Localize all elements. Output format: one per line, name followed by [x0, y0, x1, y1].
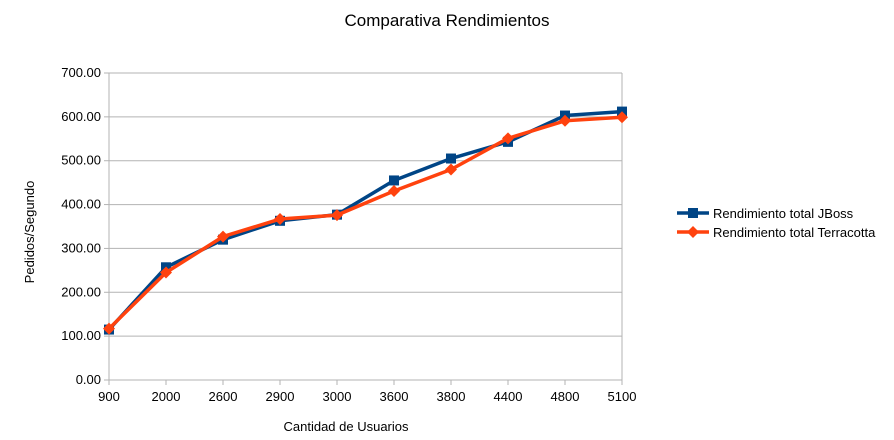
series-line	[107, 109, 623, 331]
y-tick-label: 500.00	[61, 153, 101, 168]
x-tick-label: 2000	[152, 389, 181, 404]
data-point	[502, 132, 514, 145]
data-point	[445, 163, 457, 176]
legend-marker	[687, 226, 699, 238]
x-tick-label: 2900	[266, 389, 295, 404]
y-tick-label: 100.00	[61, 328, 101, 343]
y-tick-label: 200.00	[61, 284, 101, 299]
x-tick-label: 900	[98, 389, 120, 404]
data-point	[274, 213, 286, 226]
data-point	[559, 114, 571, 127]
legend-item-1: Rendimiento total JBoss	[677, 206, 854, 221]
x-tick-label: 3000	[323, 389, 352, 404]
x-tick-label: 5100	[608, 389, 637, 404]
y-tick-label: 600.00	[61, 109, 101, 124]
data-point	[331, 209, 343, 222]
x-tick-label: 4400	[494, 389, 523, 404]
grid-lines	[109, 72, 622, 381]
data-point	[103, 322, 115, 335]
series-2	[103, 111, 628, 335]
axes: 0.00 100.00 200.00 300.00 400.00 500.00 600.00…	[61, 65, 636, 404]
x-tick-label: 3800	[437, 389, 466, 404]
data-point	[616, 111, 628, 124]
legend-marker	[688, 208, 698, 218]
x-axis-title: Cantidad de Usuarios	[283, 419, 409, 434]
x-tick-label: 4800	[551, 389, 580, 404]
x-tick-label: 2600	[209, 389, 238, 404]
data-point	[389, 175, 399, 186]
series-line	[107, 115, 623, 330]
chart-title: Comparativa Rendimientos	[344, 11, 549, 30]
data-point	[388, 184, 400, 197]
data-point	[217, 230, 229, 243]
legend-label: Rendimiento total JBoss	[713, 206, 854, 221]
legend-item-2: Rendimiento total Terracotta	[677, 225, 876, 240]
legend: Rendimiento total JBoss Rendimiento total…	[677, 206, 876, 240]
y-axis-title: Pedidos/Segundo	[22, 181, 37, 284]
data-point	[446, 153, 456, 164]
y-tick-label: 0.00	[76, 372, 101, 387]
data-point	[160, 266, 172, 279]
y-tick-label: 700.00	[61, 65, 101, 80]
y-tick-label: 300.00	[61, 240, 101, 255]
x-tick-label: 3600	[380, 389, 409, 404]
legend-label: Rendimiento total Terracotta	[713, 225, 876, 240]
series	[103, 106, 628, 335]
series-1	[104, 106, 627, 335]
y-tick-label: 400.00	[61, 197, 101, 212]
